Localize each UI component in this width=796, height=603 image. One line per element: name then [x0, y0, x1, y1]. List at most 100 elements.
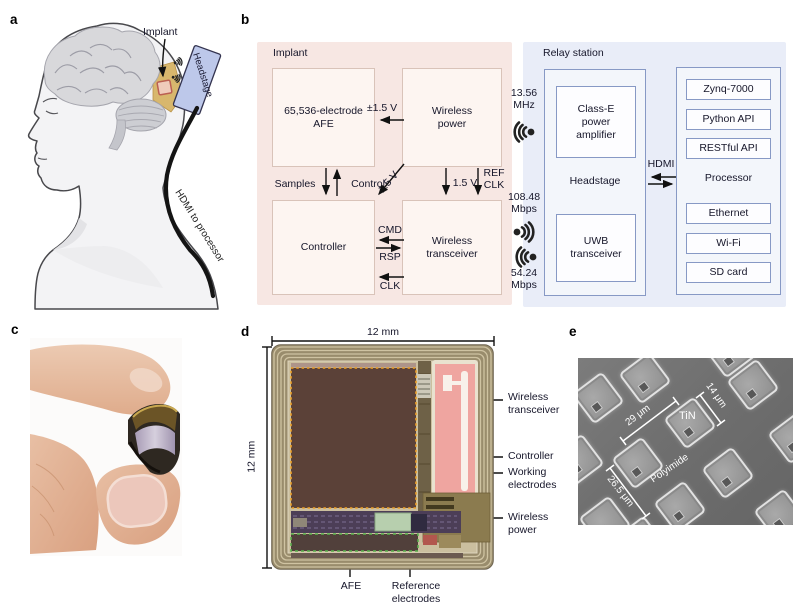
chip-micrograph — [271, 344, 494, 570]
frequency-label: 13.56 MHz — [510, 87, 538, 111]
panel-label-a: a — [10, 12, 18, 27]
implant-section-title: Implant — [273, 47, 308, 59]
wifi-block: Wi-Fi — [686, 233, 771, 254]
thumb-nail — [106, 474, 168, 528]
python-api-block: Python API — [686, 109, 771, 130]
pitch-measure-line — [622, 400, 677, 442]
callout-afe-label: AFE — [340, 580, 362, 592]
antenna-stub — [443, 375, 452, 391]
restful-api-block: RESTful API — [686, 138, 771, 159]
class-e-amplifier-block: Class-E power amplifier — [556, 86, 636, 158]
measure-tick — [605, 464, 615, 472]
wifi-left-icon — [515, 246, 537, 268]
zynq-block: Zynq-7000 — [686, 79, 771, 100]
implant-chip — [156, 79, 173, 96]
ethernet-block: Ethernet — [686, 203, 771, 224]
implant-label: Implant — [143, 26, 178, 38]
hdmi-cable — [163, 105, 216, 299]
measure-tick — [716, 419, 726, 427]
wifi-mini-icon — [173, 56, 183, 66]
photo-fingers-chip — [30, 338, 182, 556]
afe-green-block — [374, 512, 412, 532]
processor-block-label: Processor — [704, 172, 753, 184]
callout-reference-label: Reference electrodes — [391, 580, 441, 603]
callout-transceiver-label: Wireless transceiver — [508, 391, 560, 416]
misc-block-red — [423, 535, 437, 545]
headstage-block-label: Headstage — [569, 175, 621, 187]
panel-label-e: e — [569, 324, 577, 339]
afe-detail — [293, 518, 307, 527]
controller-ladder — [417, 374, 431, 398]
uwb-transceiver-block: UWB transceiver — [556, 214, 636, 282]
hdmi-label: HDMI — [647, 158, 675, 170]
dim-top-label: 12 mm — [366, 326, 400, 338]
chest-shading — [53, 246, 163, 288]
brainstem — [108, 119, 126, 151]
bottom-pad-strip — [291, 553, 463, 558]
arrow-diag-15v — [378, 163, 405, 196]
dim-left-label: 12 mm — [245, 440, 258, 473]
hand — [30, 434, 99, 554]
chip-gold-edge — [132, 404, 178, 418]
clk-label: CLK — [379, 280, 401, 292]
head-illustration: Headstage HDMI to processor Implant — [27, 22, 226, 310]
panel-label-d: d — [241, 324, 250, 339]
chip-bottom-edge — [128, 441, 161, 474]
panel-label-b: b — [241, 12, 250, 27]
control-label: Control — [351, 178, 385, 190]
cmd-label: CMD — [378, 224, 402, 236]
afe-dark-block — [411, 514, 427, 531]
sd-card-block: SD card — [686, 262, 771, 283]
implant-arrow — [157, 38, 167, 78]
skin-creases — [31, 463, 65, 537]
controller-block: Controller — [272, 200, 375, 295]
measure-tick — [695, 391, 705, 399]
sem-image: 29 μm 14 μm TiN Polyimide 26.5 μm — [578, 358, 793, 525]
antenna-link — [452, 381, 461, 385]
face-details — [37, 97, 59, 160]
measure-tick — [672, 396, 680, 406]
refclk-label: REF CLK — [483, 167, 505, 191]
chip-silver-band — [135, 425, 175, 455]
diag-measure-line — [609, 467, 647, 517]
sem-measurement-lines — [605, 391, 726, 520]
index-finger — [30, 344, 171, 415]
misc-block-tan — [439, 535, 461, 548]
downlink-rate-label: 108.48 Mbps — [507, 191, 541, 215]
wireless-power-block: Wireless power — [402, 68, 502, 167]
samples-label: Samples — [274, 178, 316, 190]
pm-voltage-label: ±1.5 V — [366, 102, 398, 114]
brain-gyri — [54, 43, 142, 95]
relay-section-title: Relay station — [543, 47, 604, 59]
wifi-mini-icon — [171, 74, 181, 84]
panel-label-c: c — [11, 322, 19, 337]
neck-shading — [53, 218, 87, 250]
uplink-rate-label: 54.24 Mbps — [510, 267, 538, 291]
pad-row — [291, 363, 416, 368]
wireless-transceiver-block: Wireless transceiver — [402, 200, 502, 295]
tin-label: TiN — [679, 410, 696, 422]
antenna-bar — [461, 371, 468, 491]
afe-rows — [293, 515, 457, 529]
callout-power-label: Wireless power — [508, 511, 549, 536]
reference-region — [291, 534, 418, 551]
measure-tick — [641, 512, 651, 520]
electrode-array — [291, 368, 416, 508]
ladder-lines — [418, 378, 430, 395]
rsp-label: RSP — [379, 251, 401, 263]
wifi-left-icon — [513, 121, 535, 143]
measure-tick — [619, 436, 627, 446]
headstage-box — [172, 45, 222, 115]
size-measure-line — [699, 394, 722, 424]
controller-strip — [418, 361, 431, 511]
callout-working-label: Working electrodes — [508, 466, 557, 491]
index-nail — [129, 367, 163, 393]
voltage-label: 1.5 V — [452, 177, 478, 189]
callout-controller-label: Controller — [508, 450, 554, 462]
processor-block — [676, 67, 781, 295]
transceiver-region — [435, 364, 475, 498]
afe-block: 65,536-electrode AFE — [272, 68, 375, 167]
chip-top-facet — [132, 406, 177, 431]
